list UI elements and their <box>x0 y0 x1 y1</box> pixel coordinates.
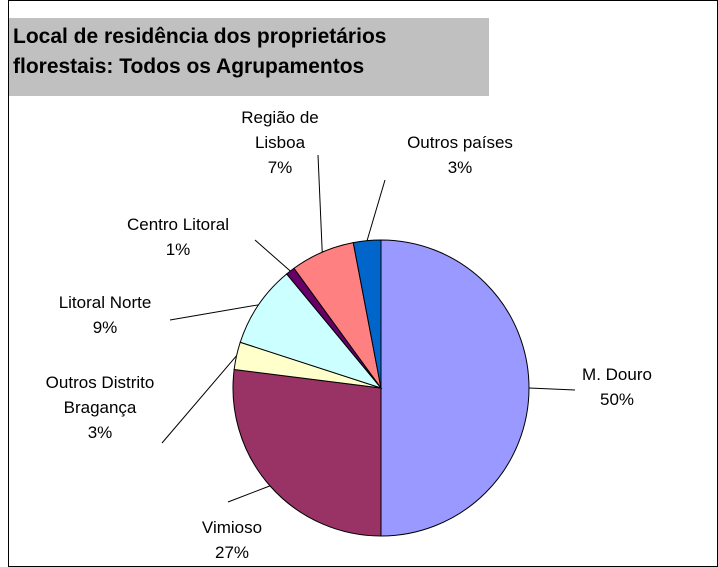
leader-line <box>161 355 237 444</box>
category-name: Região de Lisboa <box>241 108 319 152</box>
value-label: 50% <box>599 390 635 409</box>
slice-label: Litoral Norte 9% <box>30 290 180 340</box>
value-label: 3% <box>87 423 113 442</box>
value-label: 7% <box>267 158 293 177</box>
slice-label: Vimioso 27% <box>172 515 292 565</box>
leader-line <box>227 485 271 503</box>
slice-label: Região de Lisboa 7% <box>225 105 335 180</box>
slice-label: M. Douro 50% <box>557 362 677 412</box>
pie-slice <box>232 368 382 537</box>
pie-slice <box>380 239 530 537</box>
pie-slice <box>239 273 383 390</box>
value-label: 3% <box>447 158 473 177</box>
slice-label: Outros países 3% <box>385 130 535 180</box>
category-name: Vimioso <box>201 518 263 537</box>
leader-line <box>528 387 576 391</box>
leader-line <box>169 304 259 321</box>
value-label: 27% <box>214 543 250 562</box>
slice-label: Outros Distrito Bragança 3% <box>45 370 155 445</box>
category-name: Centro Litoral <box>126 215 230 234</box>
category-name: Outros Distrito Bragança <box>45 373 155 417</box>
leader-line <box>366 179 386 241</box>
chart-title: Local de residência dos proprietários fl… <box>9 18 489 96</box>
slice-label: Centro Litoral 1% <box>103 212 253 262</box>
category-name: Litoral Norte <box>58 293 152 312</box>
leader-line <box>317 154 323 253</box>
category-name: M. Douro <box>582 365 652 384</box>
value-label: 1% <box>165 240 191 259</box>
category-name: Outros países <box>407 133 513 152</box>
leader-line <box>254 239 291 272</box>
value-label: 9% <box>92 318 118 337</box>
